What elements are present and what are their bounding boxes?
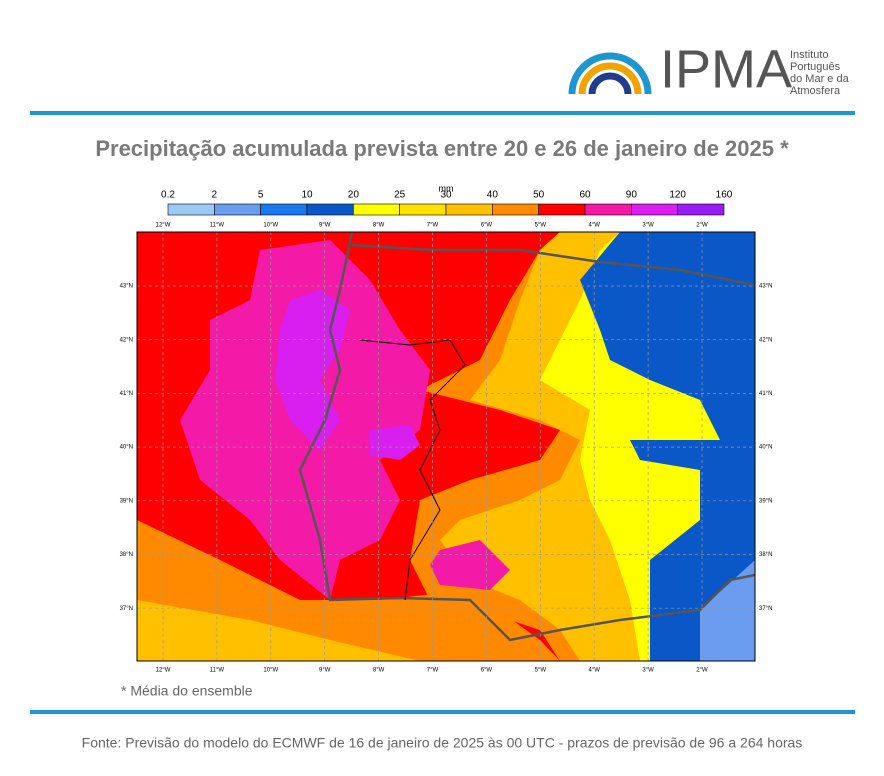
colorbar-tick-label: 25 (394, 190, 406, 201)
lat-label: 41°N (120, 391, 133, 397)
colorbar-tick-label: 50 (533, 190, 545, 201)
field (137, 600, 420, 661)
colorbar-box (214, 203, 261, 216)
rule (30, 111, 855, 115)
lon-label: 12°W (156, 668, 171, 674)
colorbar-tick-label: 20 (348, 190, 360, 201)
lon-label: 6°W (481, 223, 493, 229)
lat-label: 40°N (759, 445, 772, 451)
coastline (351, 243, 755, 287)
colorbar-tick-label: 120 (669, 190, 686, 201)
field (700, 560, 755, 661)
source: Fonte: Previsão do modelo do ECMWF de 16… (82, 735, 803, 751)
colorbar-box (306, 203, 354, 216)
lon-label: 6°W (481, 668, 493, 674)
colorbar-box (167, 203, 215, 216)
footnote: * Média do ensemble (121, 683, 253, 699)
lon-label: 8°W (373, 668, 385, 674)
logo-arc (578, 62, 642, 95)
lat-label: 41°N (759, 391, 772, 397)
lon-label: 12°W (156, 223, 171, 229)
title: Precipitação acumulada prevista entre 20… (95, 136, 789, 161)
lon-label: 5°W (535, 223, 547, 229)
logo: IPMA Instituto Português do Mar e da Atm… (568, 39, 850, 99)
lat-label: 39°N (120, 498, 133, 504)
colorbar-tick-label: 160 (716, 190, 733, 201)
lon-label: 9°W (319, 223, 331, 229)
lon-label: 10°W (263, 668, 278, 674)
field (430, 540, 510, 590)
logo-arc (588, 72, 632, 95)
colorbar-tick-label: 0.2 (161, 190, 175, 201)
logo-tagline: Português (790, 61, 841, 73)
lon-label: 5°W (535, 668, 547, 674)
coastline (298, 232, 755, 642)
colorbar-tick-label: 5 (258, 190, 264, 201)
colorbar-tick-label: 10 (301, 190, 313, 201)
logo-name: IPMA (660, 39, 792, 99)
lon-label: 7°W (427, 668, 439, 674)
logo-tagline: Atmosfera (790, 85, 841, 97)
colorbar-tick-label: 40 (487, 190, 499, 201)
colorbar-unit: mm (439, 183, 454, 193)
colorbar-tick-label: 60 (579, 190, 591, 201)
border (359, 339, 466, 601)
logo-arc (568, 52, 652, 95)
field (370, 425, 420, 460)
lat-label: 38°N (120, 552, 133, 558)
lon-label: 4°W (588, 668, 600, 674)
field (580, 232, 755, 661)
logo-tagline: do Mar e da (790, 73, 850, 85)
lat-label: 40°N (120, 445, 133, 451)
lon-label: 7°W (427, 223, 439, 229)
colorbar-box (353, 203, 400, 216)
colorbar-box (677, 203, 725, 216)
lat-label: 42°N (120, 337, 133, 343)
lon-label: 3°W (642, 223, 654, 229)
lat-label: 39°N (759, 498, 772, 504)
colorbar-tick-label: 90 (626, 190, 638, 201)
lon-label: 9°W (319, 668, 331, 674)
colorbar: mm 0.2 2 5 10 20 25 30 40 50 60 90 120 160 (161, 183, 733, 216)
lon-label: 2°W (696, 668, 708, 674)
lon-label: 3°W (642, 668, 654, 674)
lon-label: 11°W (210, 223, 225, 229)
lat-label: 37°N (759, 606, 772, 612)
colorbar-box (538, 203, 586, 216)
lat-label: 37°N (120, 606, 133, 612)
lat-label: 43°N (759, 284, 772, 290)
colorbar-box (584, 203, 632, 216)
colorbar-box (445, 203, 493, 216)
rule (30, 710, 855, 714)
colorbar-box (631, 203, 678, 216)
lon-label: 8°W (373, 223, 385, 229)
lat-label: 42°N (759, 337, 772, 343)
lat-label: 43°N (120, 284, 133, 290)
lon-label: 10°W (263, 223, 278, 229)
map-frame (136, 231, 756, 662)
colorbar-box (492, 203, 539, 216)
colorbar-box (260, 203, 308, 216)
colorbar-tick-label: 30 (440, 190, 452, 201)
lat-label: 38°N (759, 552, 772, 558)
lon-label: 11°W (210, 668, 225, 674)
lon-label: 4°W (588, 223, 600, 229)
lon-label: 2°W (696, 223, 708, 229)
colorbar-tick-label: 2 (212, 190, 218, 201)
logo-tagline: Instituto (790, 49, 829, 61)
map: 12°W 12°W 11°W 11°W 10°W 10°W 9°W 9°W 8°W 8°W 7°W 7… (120, 223, 773, 674)
colorbar-box (399, 203, 447, 216)
